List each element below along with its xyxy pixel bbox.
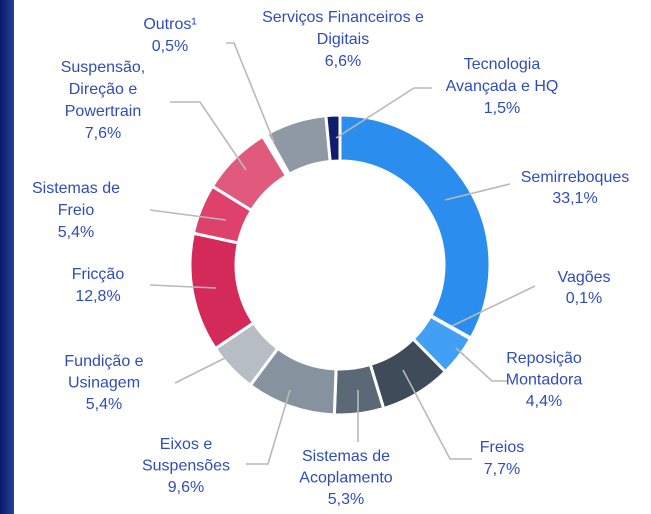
value-label: 7,6%: [85, 125, 121, 142]
category-label: Montadora: [506, 372, 583, 389]
category-label: Suspensões: [142, 458, 230, 475]
leader-line: [170, 101, 247, 171]
category-label: Avançada e HQ: [446, 78, 559, 95]
value-label: 12,8%: [75, 288, 120, 305]
leader-line: [149, 209, 227, 221]
category-label: Fundição e: [64, 353, 143, 370]
leader-line: [402, 369, 472, 460]
value-label: 9,6%: [168, 479, 204, 496]
category-label: Powertrain: [65, 103, 141, 120]
leader-line: [246, 389, 291, 465]
value-label: 5,3%: [328, 491, 364, 508]
category-label: Fricção: [72, 266, 125, 283]
value-label: 4,4%: [526, 393, 562, 410]
category-label: Serviços Financeiros e: [262, 9, 424, 26]
leader-line: [149, 284, 217, 289]
value-label: 5,4%: [86, 396, 122, 413]
category-label: Sistemas de: [302, 448, 390, 465]
value-label: 33,1%: [552, 190, 597, 207]
value-label: 0,1%: [566, 290, 602, 307]
leader-line: [455, 347, 508, 382]
value-label: 5,4%: [58, 224, 94, 241]
category-label: Freios: [480, 439, 524, 456]
category-label: Reposição: [506, 350, 582, 367]
leader-line: [444, 183, 511, 201]
category-label: Eixos e: [160, 436, 213, 453]
leader-line: [335, 87, 432, 139]
side-strip: [0, 0, 14, 514]
leader-line: [451, 285, 536, 327]
category-label: Acoplamento: [299, 470, 392, 487]
category-label: Direção e: [69, 81, 138, 98]
category-label: Sistemas de: [32, 180, 120, 197]
leader-line: [226, 42, 275, 143]
category-label: Outros¹: [143, 16, 196, 33]
category-label: Digitais: [317, 31, 369, 48]
value-label: 6,6%: [325, 53, 361, 70]
donut-segment: [338, 113, 492, 341]
value-label: 7,7%: [484, 461, 520, 478]
value-label: 0,5%: [152, 38, 188, 55]
category-label: Freio: [58, 202, 95, 219]
leader-line: [174, 357, 226, 384]
category-label: Semirreboques: [521, 169, 630, 186]
category-label: Tecnologia: [464, 56, 541, 73]
category-label: Vagões: [557, 269, 610, 286]
category-label: Suspensão,: [61, 59, 146, 76]
value-label: 1,5%: [484, 100, 520, 117]
category-label: Usinagem: [68, 375, 140, 392]
donut-segment: [324, 113, 342, 164]
